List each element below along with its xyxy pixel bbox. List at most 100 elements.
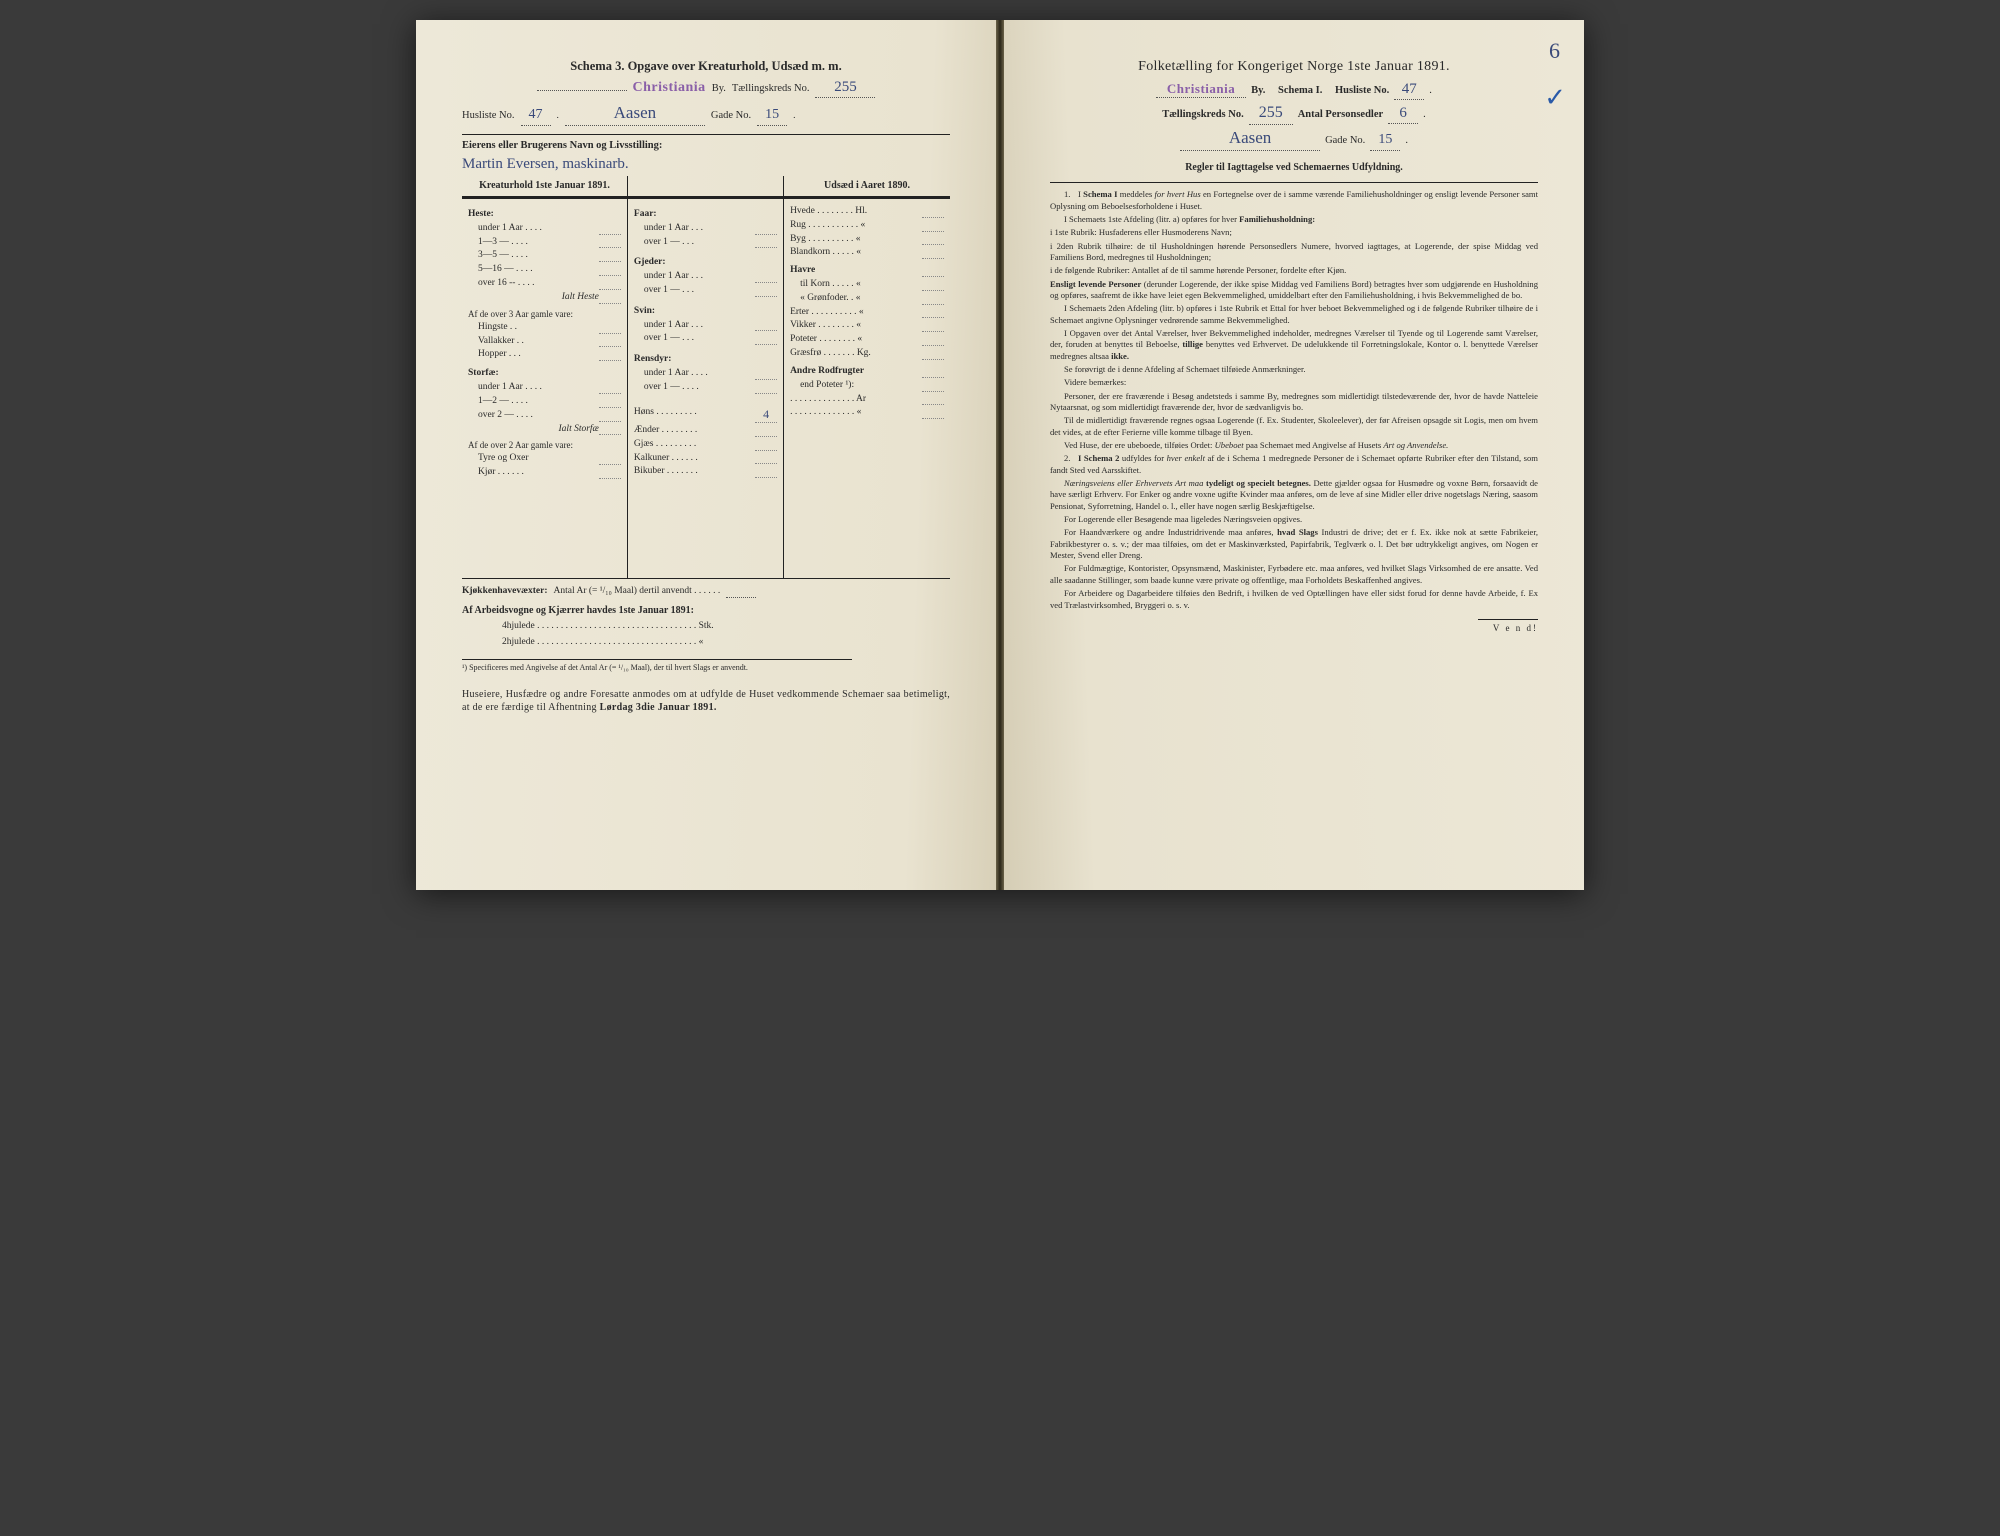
rule-paragraph: Ved Huse, der ere ubeboede, tilføies Ord… [1050, 440, 1538, 451]
table-row: Erter . . . . . . . . . . « [790, 306, 944, 319]
gade-no: 15 [757, 106, 787, 126]
husliste-label: Husliste No. [462, 109, 515, 123]
storfae-label: Storfæ: [468, 367, 621, 380]
r-line1: Christiania By. Schema I. Husliste No. 4… [1050, 79, 1538, 100]
table-row: over 1 — . . . [634, 284, 777, 297]
footnote-2: Huseiere, Husfædre og andre Foresatte an… [462, 688, 950, 715]
rule-paragraph: I Schemaets 1ste Afdeling (litr. a) opfø… [1050, 214, 1538, 225]
col2: Faar: under 1 Aar . . .over 1 — . . . Gj… [628, 199, 784, 578]
table-row: Kjør . . . . . . [468, 466, 621, 479]
table-row: 1—2 — . . . . [468, 395, 621, 408]
rule-paragraph: For Arbeidere og Dagarbeidere tilføies d… [1050, 588, 1538, 611]
table-row: « Grønfoder. . « [790, 292, 944, 305]
taelling-label: Tællingskreds No. [732, 82, 810, 96]
table-row: Blandkorn . . . . . « [790, 246, 944, 259]
table-row: Gjæs . . . . . . . . . [634, 438, 777, 451]
city-stamp-r: Christiania [1156, 80, 1246, 99]
rule-paragraph: i 2den Rubrik tilhøire: de til Husholdni… [1050, 241, 1538, 264]
table-row: Rug . . . . . . . . . . . « [790, 219, 944, 232]
table-row: over 16 -- . . . . [468, 277, 621, 290]
table-row: . . . . . . . . . . . . . . « [790, 406, 944, 419]
r-line3: Aasen Gade No. 15. [1050, 127, 1538, 151]
rules-heading: Regler til Iagttagelse ved Schemaernes U… [1050, 161, 1538, 175]
taelling-no-r: 255 [1249, 102, 1293, 125]
rule-paragraph: For Logerende eller Besøgende maa ligele… [1050, 514, 1538, 525]
city-stamp: Christiania [633, 79, 706, 98]
rules-body: 1.I Schema I meddeles for hvert Hus en F… [1050, 189, 1538, 611]
table-row: 5—16 — . . . . [468, 263, 621, 276]
heste-sub-label: Af de over 3 Aar gamle vare: [468, 308, 621, 320]
kjok-label: Kjøkkenhavevæxter: [462, 585, 548, 598]
table-row: Poteter . . . . . . . . « [790, 333, 944, 346]
owner-block: Eierens eller Brugerens Navn og Livsstil… [462, 134, 950, 199]
rule-paragraph: 1.I Schema I meddeles for hvert Hus en F… [1050, 189, 1538, 212]
right-page: 6 ✓ Folketælling for Kongeriget Norge 1s… [1004, 20, 1584, 890]
rule-paragraph: Personer, der ere fraværende i Besøg and… [1050, 391, 1538, 414]
taelling-no: 255 [815, 77, 875, 98]
col1-head: Kreaturhold 1ste Januar 1891. [462, 176, 628, 196]
heste-sum: Ialt Heste [468, 291, 599, 304]
rensdyr-label: Rensdyr: [634, 353, 777, 366]
rule-paragraph: i 1ste Rubrik: Husfaderens eller Husmode… [1050, 227, 1538, 238]
book-spine [996, 20, 1004, 890]
rule-paragraph: 2.I Schema 2 udfyldes for hver enkelt af… [1050, 453, 1538, 476]
rule-paragraph: Næringsveiens eller Erhvervets Art maa t… [1050, 478, 1538, 512]
rule-paragraph: Ensligt levende Personer (derunder Loger… [1050, 279, 1538, 302]
rule-paragraph: I Opgaven over det Antal Værelser, hver … [1050, 328, 1538, 362]
table-row: Havre [790, 260, 944, 277]
by-label: By. [712, 82, 726, 96]
book-spread: Schema 3. Opgave over Kreaturhold, Udsæd… [416, 20, 1584, 890]
kjokken-line: Kjøkkenhavevæxter: Antal Ar (= ¹/₁₀ Maal… [462, 585, 950, 598]
vend-label: V e n d! [1478, 619, 1538, 634]
table-row: under 1 Aar . . . [634, 270, 777, 283]
checkmark-icon: ✓ [1544, 80, 1566, 115]
husliste-line: Husliste No. 47. Aasen Gade No. 15. [462, 102, 950, 126]
city-line: Christiania By. Tællingskreds No. 255 [462, 77, 950, 98]
table-row: Bikuber . . . . . . . [634, 465, 777, 478]
rule-paragraph: For Fuldmægtige, Kontorister, Opsynsmænd… [1050, 563, 1538, 586]
table-row: Hopper . . . [468, 348, 621, 361]
arb-head: Af Arbeidsvogne og Kjærrer havdes 1ste J… [462, 604, 950, 618]
street-r: Aasen [1180, 127, 1320, 151]
col3: Hvede . . . . . . . . Hl.Rug . . . . . .… [784, 199, 950, 578]
col1: Heste: under 1 Aar . . . .1—3 — . . . .3… [462, 199, 628, 578]
table-row: over 1 — . . . [634, 332, 777, 345]
table-row: Hvede . . . . . . . . Hl. [790, 205, 944, 218]
storfae-sum: Ialt Storfæ [468, 423, 599, 436]
table-body: Heste: under 1 Aar . . . .1—3 — . . . .3… [462, 199, 950, 579]
rule-paragraph: Til de midlertidigt fraværende regnes og… [1050, 415, 1538, 438]
col3-head: Udsæd i Aaret 1890. [784, 176, 950, 196]
table-row: Byg . . . . . . . . . . « [790, 233, 944, 246]
rule-paragraph: Se forøvrigt de i denne Afdeling af Sche… [1050, 364, 1538, 375]
storfae-sub-label: Af de over 2 Aar gamle vare: [468, 439, 621, 451]
table-row: under 1 Aar . . . [634, 222, 777, 235]
table-row: over 1 — . . . [634, 236, 777, 249]
owner-name: Martin Eversen, maskinarb. [462, 153, 950, 176]
rule-paragraph: For Haandværkere og andre Industridriven… [1050, 527, 1538, 561]
table-header: Kreaturhold 1ste Januar 1891. Udsæd i Aa… [462, 176, 950, 197]
r-line2: Tællingskreds No. 255 Antal Personsedler… [1050, 102, 1538, 125]
footnote-1: ¹) Specificeres med Angivelse af det Ant… [462, 659, 852, 674]
table-row: 3—5 — . . . . [468, 249, 621, 262]
heste-label: Heste: [468, 208, 621, 221]
schema3-title: Schema 3. Opgave over Kreaturhold, Udsæd… [462, 58, 950, 75]
gjeder-label: Gjeder: [634, 256, 777, 269]
table-row: Høns . . . . . . . . .4 [634, 406, 777, 423]
census-title: Folketælling for Kongeriget Norge 1ste J… [1050, 58, 1538, 77]
table-row: Tyre og Oxer [468, 452, 621, 465]
corner-number: 6 [1549, 36, 1560, 66]
table-row: Græsfrø . . . . . . . Kg. [790, 347, 944, 360]
table-row: Vikker . . . . . . . . « [790, 319, 944, 332]
faar-label: Faar: [634, 208, 777, 221]
rule-paragraph: i de følgende Rubriker: Antallet af de t… [1050, 265, 1538, 276]
rule-paragraph: Videre bemærkes: [1050, 377, 1538, 388]
table-row: under 1 Aar . . . . [468, 222, 621, 235]
left-page: Schema 3. Opgave over Kreaturhold, Udsæd… [416, 20, 996, 890]
husliste-no: 47 [521, 106, 551, 126]
table-row: Vallakker . . [468, 335, 621, 348]
table-row: under 1 Aar . . . . [468, 381, 621, 394]
rule-paragraph: I Schemaets 2den Afdeling (litr. b) opfø… [1050, 303, 1538, 326]
table-row: til Korn . . . . . « [790, 278, 944, 291]
arb-row-4: 4hjulede . . . . . . . . . . . . . . . .… [502, 620, 950, 633]
husliste-no-r: 47 [1394, 79, 1424, 100]
